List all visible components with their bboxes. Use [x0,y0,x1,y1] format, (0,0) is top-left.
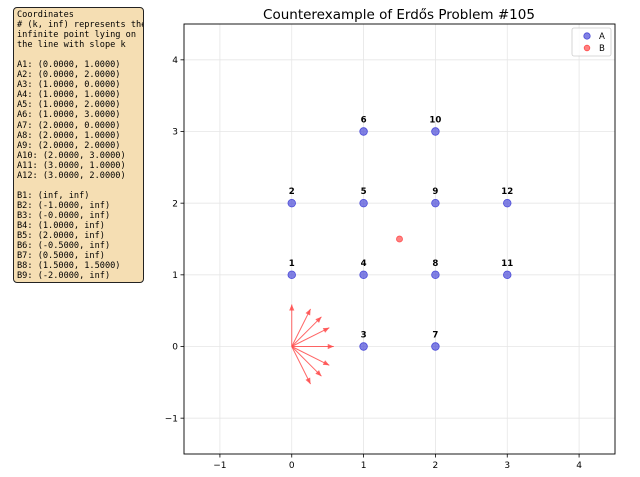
point-a [431,270,440,280]
direction-arrow [291,343,334,350]
info-line: infinite point lying on [17,30,136,41]
arrow-shaft [291,346,322,377]
legend-frame [571,27,612,57]
arrow-head [315,370,322,377]
direction-arrow [291,346,311,385]
info-line: B7: (0.5000, inf) [17,251,105,262]
point-label: 5 [361,187,367,197]
data-points [287,127,512,351]
info-line: B8: (1.5000, 1.5000) [17,261,121,272]
x-tick-label: 0 [289,461,295,471]
point-a [431,127,440,136]
legend-marker [583,44,591,52]
point-a [287,198,296,208]
info-line: A6: (1.0000, 3.0000) [17,110,121,121]
info-line: the line with slope k [17,40,126,51]
info-line: A7: (2.0000, 0.0000) [17,120,121,131]
info-line: A3: (1.0000, 0.0000) [17,80,121,91]
y-tick-label: 3 [172,128,178,138]
point-a [359,270,368,280]
legend-label: B [599,44,605,54]
arrow-shaft [291,316,322,347]
info-line: A9: (2.0000, 2.0000) [17,140,121,151]
point-a [359,342,368,351]
arrow-head [322,327,330,333]
direction-arrow [291,308,311,347]
point-label: 1 [289,259,295,269]
info-line: A10: (2.0000, 3.0000) [17,150,126,161]
info-line: B2: (-1.0000, inf) [17,200,111,211]
info-line: A2: (0.0000, 2.0000) [17,70,121,81]
info-line: B1: (inf, inf) [17,190,90,201]
direction-arrow [291,346,330,366]
x-tick-label: 3 [504,461,510,471]
direction-arrow [289,304,295,347]
direction-arrows [289,304,334,385]
arrow-shaft [291,308,311,347]
legend-label: A [599,32,605,42]
arrow-shaft [291,346,330,366]
x-tick-label: 4 [576,461,582,471]
info-line: A5: (1.0000, 2.0000) [17,100,121,111]
x-tick-label: −1 [213,461,226,471]
y-tick-label: 1 [172,271,178,281]
point-a [287,270,296,280]
x-tick-label: 1 [361,461,367,471]
arrow-head [327,343,334,350]
point-label: 2 [289,187,295,197]
info-line: A12: (3.0000, 2.0000) [17,170,126,181]
x-tick-label: 2 [433,461,439,471]
point-a [431,342,440,351]
y-tick-label: 4 [172,56,178,66]
point-a [503,270,512,280]
info-line: A8: (2.0000, 1.0000) [17,130,121,141]
info-line: B4: (1.0000, inf) [17,220,105,231]
arrow-shaft [291,346,311,385]
grid-lines [184,24,615,454]
arrow-shaft [291,327,330,347]
point-a [359,198,368,208]
info-line: # (k, inf) represents the [17,20,144,31]
y-tick-label: −1 [165,414,178,424]
point-label: 11 [501,259,513,269]
point-a [431,198,440,208]
legend-marker [583,32,591,40]
arrow-head [305,377,311,385]
info-line: B9: (-2.0000, inf) [17,271,111,282]
info-line: B6: (-0.5000, inf) [17,241,111,252]
info-line: B3: (-0.0000, inf) [17,210,111,221]
plot-frame [183,23,616,455]
point-b [396,235,403,243]
coordinates-info-box: Coordinates # (k, inf) represents the infi… [13,7,144,283]
arrow-head [305,308,311,316]
arrow-head [289,304,295,311]
legend: AB [571,27,612,57]
point-label: 10 [429,116,441,126]
point-label: 3 [361,331,367,341]
y-tick-label: 0 [172,343,178,353]
point-a [359,127,368,136]
point-a [503,198,512,208]
point-label: 9 [432,187,438,197]
info-line: A1: (0.0000, 1.0000) [17,60,121,71]
point-label: 6 [361,116,367,126]
arrow-head [315,316,322,323]
direction-arrow [291,327,330,347]
point-label: 12 [501,187,513,197]
point-label: 7 [432,331,438,341]
info-line: B5: (2.0000, inf) [17,231,105,242]
info-line: A11: (3.0000, 1.0000) [17,160,126,171]
y-tick-label: 2 [172,199,178,209]
direction-arrow [291,316,322,347]
chart-title: Counterexample of Erdős Problem #105 [263,7,535,23]
point-label: 8 [432,259,438,269]
direction-arrow [291,346,322,377]
info-line: A4: (1.0000, 1.0000) [17,90,121,101]
point-label: 4 [361,259,367,269]
arrow-head [322,360,330,366]
info-line: Coordinates [17,10,74,20]
